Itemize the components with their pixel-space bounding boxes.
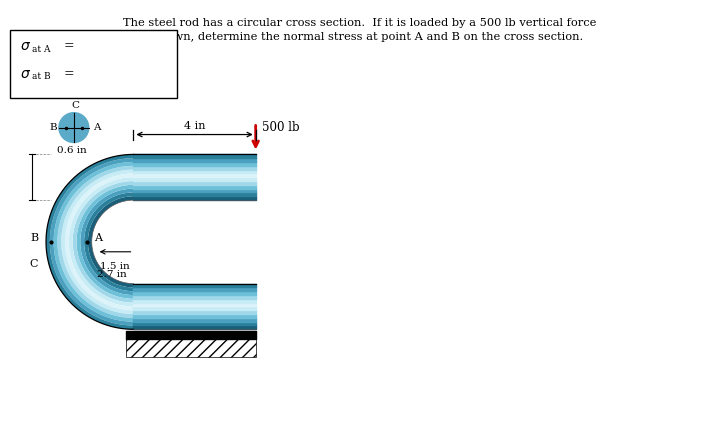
Text: 500 lb: 500 lb — [262, 121, 299, 134]
Text: =: = — [64, 40, 74, 52]
Polygon shape — [61, 170, 133, 314]
Polygon shape — [58, 166, 133, 318]
Circle shape — [59, 113, 89, 142]
Text: C: C — [72, 101, 80, 110]
Text: A: A — [93, 123, 100, 132]
Polygon shape — [69, 177, 133, 306]
Text: $\sigma$: $\sigma$ — [20, 39, 31, 53]
Polygon shape — [53, 162, 133, 322]
Text: A: A — [94, 233, 102, 243]
Text: B: B — [30, 233, 38, 243]
Text: 4 in: 4 in — [184, 121, 205, 131]
Text: at B: at B — [32, 73, 50, 81]
Polygon shape — [88, 196, 133, 288]
Text: The steel rod has a circular cross section.  If it is loaded by a 500 lb vertica: The steel rod has a circular cross secti… — [123, 18, 597, 28]
Polygon shape — [65, 173, 133, 310]
Bar — [10, 30, 177, 98]
Polygon shape — [80, 189, 133, 295]
Text: C: C — [30, 259, 38, 269]
Polygon shape — [76, 185, 133, 299]
Text: $\sigma$: $\sigma$ — [20, 67, 31, 81]
Bar — [125, 339, 256, 357]
Polygon shape — [84, 193, 133, 291]
Text: =: = — [64, 67, 74, 80]
Text: B: B — [49, 123, 57, 132]
Text: as shown, determine the normal stress at point A and B on the cross section.: as shown, determine the normal stress at… — [137, 32, 583, 42]
Polygon shape — [46, 154, 133, 329]
Text: at A: at A — [32, 45, 50, 54]
Polygon shape — [50, 158, 133, 326]
Text: 2.7 in: 2.7 in — [97, 270, 126, 279]
Text: 0.6 in: 0.6 in — [57, 146, 87, 156]
Polygon shape — [73, 181, 133, 303]
Text: 1.5 in: 1.5 in — [99, 262, 130, 271]
